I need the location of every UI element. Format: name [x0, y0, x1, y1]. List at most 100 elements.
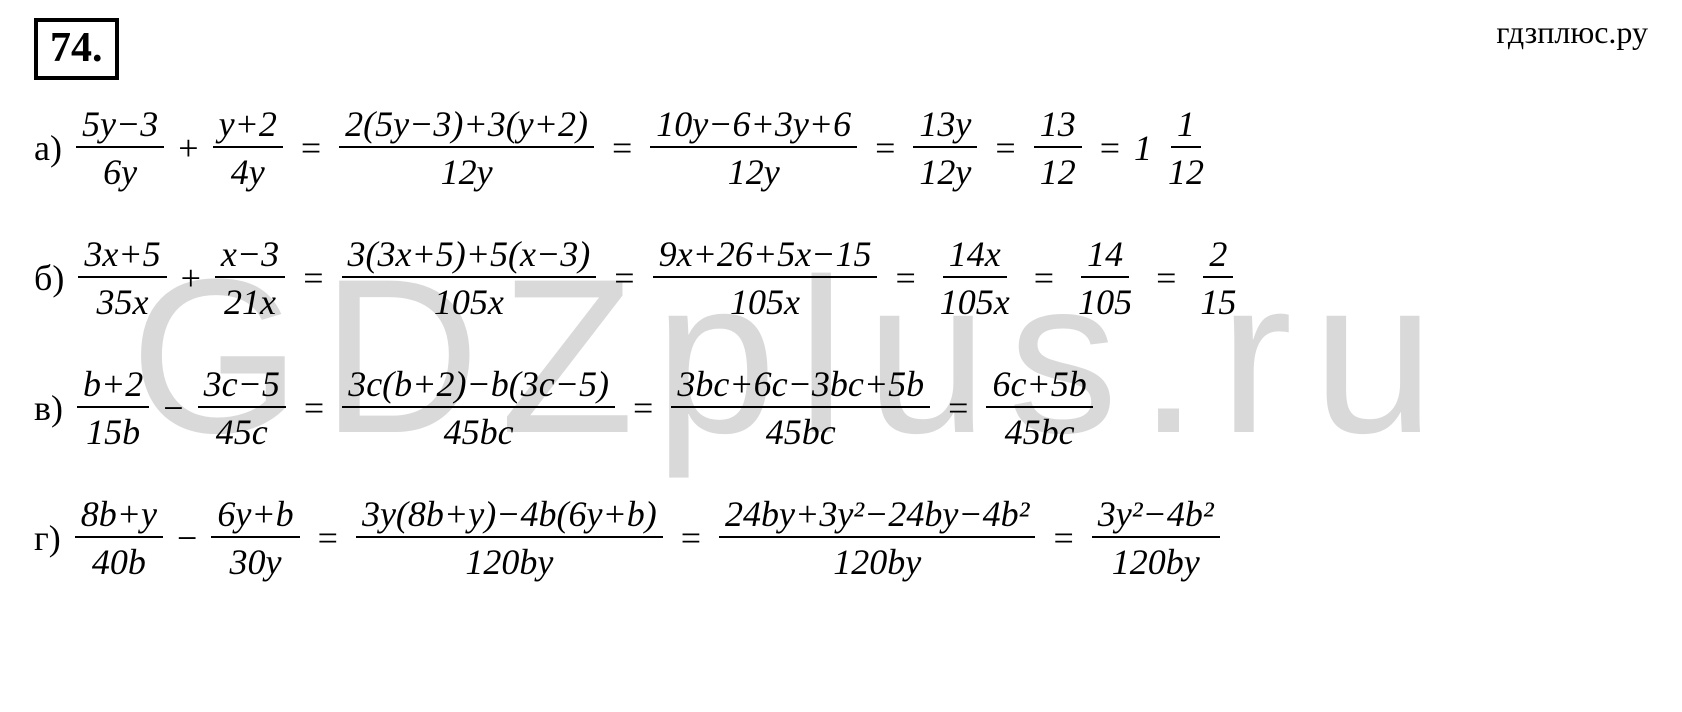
numerator: 9x+26+5x−15 — [653, 236, 878, 278]
numerator: y+2 — [213, 106, 283, 148]
fraction: 13y 12y — [913, 106, 977, 190]
equals-sign: = — [303, 260, 323, 296]
numerator: 5y−3 — [76, 106, 164, 148]
fraction: 3y(8b+y)−4b(6y+b) 120by — [356, 496, 663, 580]
denominator: 40b — [86, 538, 152, 580]
document-body: гдзплюс.ру 74. а) 5y−3 6y + y+2 4y = 2(5… — [0, 0, 1682, 580]
denominator: 12y — [913, 148, 977, 190]
denominator: 45bc — [760, 408, 842, 450]
denominator: 105x — [724, 278, 806, 320]
equals-sign: = — [948, 390, 968, 426]
denominator: 45c — [210, 408, 274, 450]
operator: + — [181, 260, 201, 296]
equation-row-d: г) 8b+y 40b − 6y+b 30y = 3y(8b+y)−4b(6y+… — [34, 496, 1648, 580]
denominator: 12 — [1034, 148, 1082, 190]
numerator: 8b+y — [75, 496, 163, 538]
numerator: b+2 — [77, 366, 149, 408]
site-label: гдзплюс.ру — [1496, 14, 1648, 51]
denominator: 12y — [722, 148, 786, 190]
denominator: 45bc — [438, 408, 520, 450]
fraction: 24by+3y²−24by−4b² 120by — [719, 496, 1035, 580]
denominator: 120by — [827, 538, 927, 580]
numerator: 3x+5 — [78, 236, 166, 278]
equals-sign: = — [318, 520, 338, 556]
fraction: 6y+b 30y — [211, 496, 299, 580]
numerator: 3y²−4b² — [1092, 496, 1220, 538]
denominator: 12y — [435, 148, 499, 190]
mixed-number: 1 1 12 — [1134, 106, 1214, 190]
fraction: 14x 105x — [934, 236, 1016, 320]
denominator: 35x — [90, 278, 154, 320]
denominator: 105x — [428, 278, 510, 320]
numerator: 13 — [1034, 106, 1082, 148]
numerator: 3c−5 — [198, 366, 286, 408]
operator: + — [178, 130, 198, 166]
numerator: 6y+b — [211, 496, 299, 538]
row-label: б) — [34, 260, 64, 296]
equals-sign: = — [633, 390, 653, 426]
numerator: 14x — [943, 236, 1007, 278]
fraction: 9x+26+5x−15 105x — [653, 236, 878, 320]
numerator: 1 — [1171, 106, 1201, 148]
fraction: 14 105 — [1072, 236, 1138, 320]
equals-sign: = — [612, 130, 632, 166]
equation-row-b: б) 3x+5 35x + x−3 21x = 3(3x+5)+5(x−3) 1… — [34, 236, 1648, 320]
denominator: 4y — [225, 148, 271, 190]
numerator: 3(3x+5)+5(x−3) — [342, 236, 597, 278]
denominator: 21x — [218, 278, 282, 320]
fraction: y+2 4y — [213, 106, 283, 190]
fraction: 5y−3 6y — [76, 106, 164, 190]
numerator: 3y(8b+y)−4b(6y+b) — [356, 496, 663, 538]
fraction: 10y−6+3y+6 12y — [650, 106, 857, 190]
denominator: 6y — [97, 148, 143, 190]
equals-sign: = — [1034, 260, 1054, 296]
denominator: 45bc — [999, 408, 1081, 450]
equation-row-a: а) 5y−3 6y + y+2 4y = 2(5y−3)+3(y+2) 12y… — [34, 106, 1648, 190]
row-label: а) — [34, 130, 62, 166]
equals-sign: = — [895, 260, 915, 296]
denominator: 105x — [934, 278, 1016, 320]
operator: − — [177, 520, 197, 556]
denominator: 15 — [1194, 278, 1242, 320]
operator: − — [163, 390, 183, 426]
equals-sign: = — [681, 520, 701, 556]
denominator: 12 — [1162, 148, 1210, 190]
equation-row-c: в) b+2 15b − 3c−5 45c = 3c(b+2)−b(3c−5) … — [34, 366, 1648, 450]
denominator: 120by — [459, 538, 559, 580]
fraction: 3y²−4b² 120by — [1092, 496, 1220, 580]
equals-sign: = — [1156, 260, 1176, 296]
equals-sign: = — [875, 130, 895, 166]
problem-number: 74. — [34, 18, 119, 80]
numerator: 2(5y−3)+3(y+2) — [339, 106, 594, 148]
row-label: г) — [34, 520, 61, 556]
equals-sign: = — [1100, 130, 1120, 166]
fraction: 3x+5 35x — [78, 236, 166, 320]
numerator: 2 — [1203, 236, 1233, 278]
fraction: b+2 15b — [77, 366, 149, 450]
denominator: 120by — [1106, 538, 1206, 580]
whole-part: 1 — [1134, 130, 1152, 166]
fraction: 3bc+6c−3bc+5b 45bc — [671, 366, 930, 450]
fraction: 6c+5b 45bc — [986, 366, 1092, 450]
fraction: 2 15 — [1194, 236, 1242, 320]
fraction: 3c−5 45c — [198, 366, 286, 450]
equals-sign: = — [995, 130, 1015, 166]
equals-sign: = — [301, 130, 321, 166]
equals-sign: = — [614, 260, 634, 296]
denominator: 15b — [80, 408, 146, 450]
fraction: 1 12 — [1162, 106, 1210, 190]
denominator: 30y — [224, 538, 288, 580]
numerator: 3bc+6c−3bc+5b — [671, 366, 930, 408]
numerator: 3c(b+2)−b(3c−5) — [342, 366, 615, 408]
numerator: 13y — [913, 106, 977, 148]
numerator: 6c+5b — [986, 366, 1092, 408]
fraction: 2(5y−3)+3(y+2) 12y — [339, 106, 594, 190]
numerator: x−3 — [215, 236, 285, 278]
fraction: 3c(b+2)−b(3c−5) 45bc — [342, 366, 615, 450]
row-label: в) — [34, 390, 63, 426]
fraction: 3(3x+5)+5(x−3) 105x — [342, 236, 597, 320]
fraction: 8b+y 40b — [75, 496, 163, 580]
numerator: 10y−6+3y+6 — [650, 106, 857, 148]
numerator: 14 — [1081, 236, 1129, 278]
numerator: 24by+3y²−24by−4b² — [719, 496, 1035, 538]
